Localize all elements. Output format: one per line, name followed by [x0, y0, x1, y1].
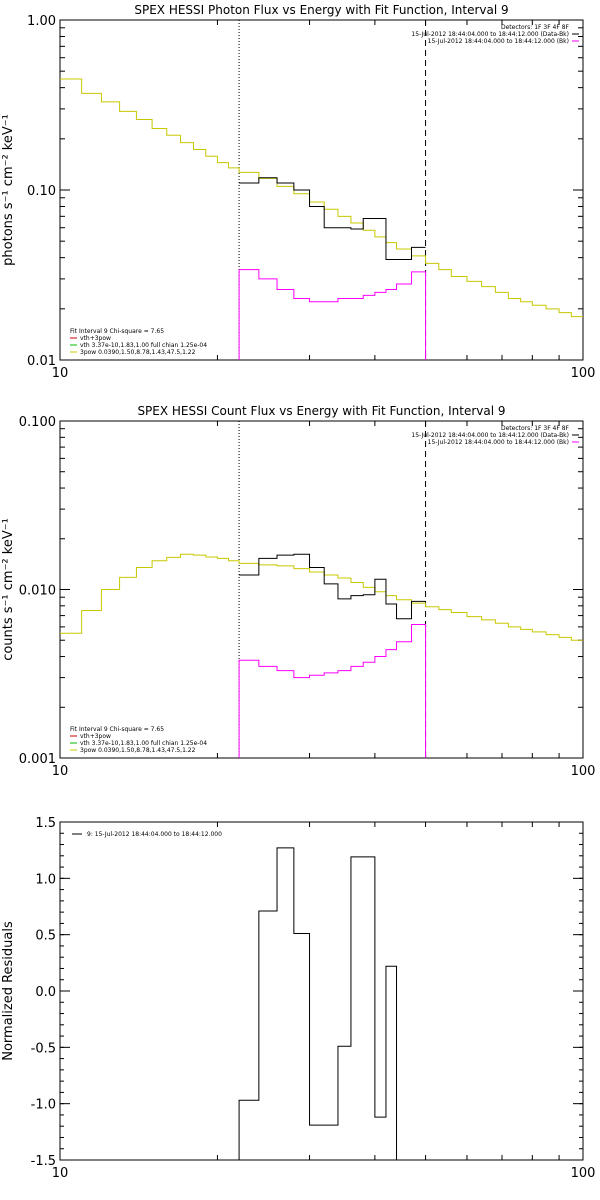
series-residuals	[238, 847, 426, 1161]
legend-text: vth+3pow	[80, 733, 111, 740]
legend-text: 15-Jul-2012 18:44:04.000 to 18:44:12.000…	[411, 432, 569, 439]
legend-text: 15-Jul-2012 18:44:04.000 to 18:44:12.000…	[411, 31, 569, 38]
legend-text: Fit Interval 9 Chi-square = 7.65	[70, 328, 164, 335]
series-fit	[60, 78, 583, 318]
series-data	[239, 553, 426, 620]
legend-text: 15-Jul-2012 18:44:04.000 to 18:44:12.000…	[428, 38, 569, 45]
y-tick-label: 0.5	[35, 929, 56, 944]
y-tick-label: 0.100	[19, 415, 56, 430]
legend-text: 9: 15-Jul-2012 18:44:04.000 to 18:44:12.…	[87, 831, 222, 838]
y-tick-label: -1.5	[31, 1154, 56, 1169]
series-background	[238, 623, 427, 758]
legend-text: 3pow 0.0390,1.50,8.78,1.43,47.5,1.22	[80, 747, 196, 754]
y-tick-label: 1.00	[27, 14, 56, 29]
x-tick-label: 100	[571, 764, 596, 779]
legend-text: Detectors: 1F 3F 4F 8F	[501, 24, 570, 31]
legend-text: 15-Jul-2012 18:44:04.000 to 18:44:12.000…	[428, 439, 569, 446]
plot-frame	[59, 821, 584, 1161]
legend-text: 3pow 0.0390,1.50,8.78,1.43,47.5,1.22	[80, 349, 196, 356]
panel-2: SPEX HESSI Count Flux vs Energy with Fit…	[1, 404, 595, 779]
series-fit	[60, 553, 583, 641]
y-tick-label: 1.0	[35, 872, 56, 887]
y-tick-label: 0.0	[35, 985, 56, 1000]
panel-3: Normalized Residuals 10 100 -1.5 -1.0 -0.5 0.0…	[1, 816, 595, 1181]
y-tick-label: 1.5	[35, 816, 56, 831]
y-tick-label: -1.0	[31, 1098, 56, 1113]
panel-1: SPEX HESSI Photon Flux vs Energy with Fi…	[1, 3, 595, 381]
legend-text: vth+3pow	[80, 335, 111, 342]
chart-title: SPEX HESSI Photon Flux vs Energy with Fi…	[134, 3, 508, 17]
x-tick-label: 10	[52, 1166, 69, 1181]
x-tick-label: 10	[52, 366, 69, 381]
x-tick-label: 10	[52, 764, 69, 779]
legend-bottom-left: Fit Interval 9 Chi-square = 7.65vth+3pow…	[70, 328, 207, 356]
legend-top-left: 9: 15-Jul-2012 18:44:04.000 to 18:44:12.…	[72, 831, 222, 838]
y-tick-label: 0.01	[27, 354, 56, 369]
plot-frame	[59, 19, 584, 361]
legend-text: Detectors: 1F 3F 4F 8F	[501, 425, 570, 432]
legend-text: vth 3.37e-10,1.83,1.00 full chian 1.25e-…	[80, 740, 207, 747]
y-tick-label: 0.001	[19, 752, 56, 767]
chart-title: SPEX HESSI Count Flux vs Energy with Fit…	[137, 404, 505, 418]
y-tick-label: 0.010	[19, 584, 56, 599]
legend-text: Fit Interval 9 Chi-square = 7.65	[70, 726, 164, 733]
y-tick-label: 0.10	[27, 184, 56, 199]
series-background	[238, 269, 427, 360]
y-axis-label: Normalized Residuals	[1, 921, 16, 1061]
x-tick-label: 100	[571, 1166, 596, 1181]
y-tick-label: -0.5	[31, 1041, 56, 1056]
legend-bottom-left: Fit Interval 9 Chi-square = 7.65vth+3pow…	[70, 726, 207, 754]
series-data	[239, 177, 426, 261]
y-axis-label: counts s⁻¹ cm⁻² keV⁻¹	[1, 518, 16, 661]
legend-text: vth 3.37e-10,1.83,1.00 full chian 1.25e-…	[80, 342, 207, 349]
x-tick-label: 100	[571, 366, 596, 381]
plot-frame	[59, 420, 584, 759]
y-axis-label: photons s⁻¹ cm⁻² keV⁻¹	[1, 114, 16, 266]
